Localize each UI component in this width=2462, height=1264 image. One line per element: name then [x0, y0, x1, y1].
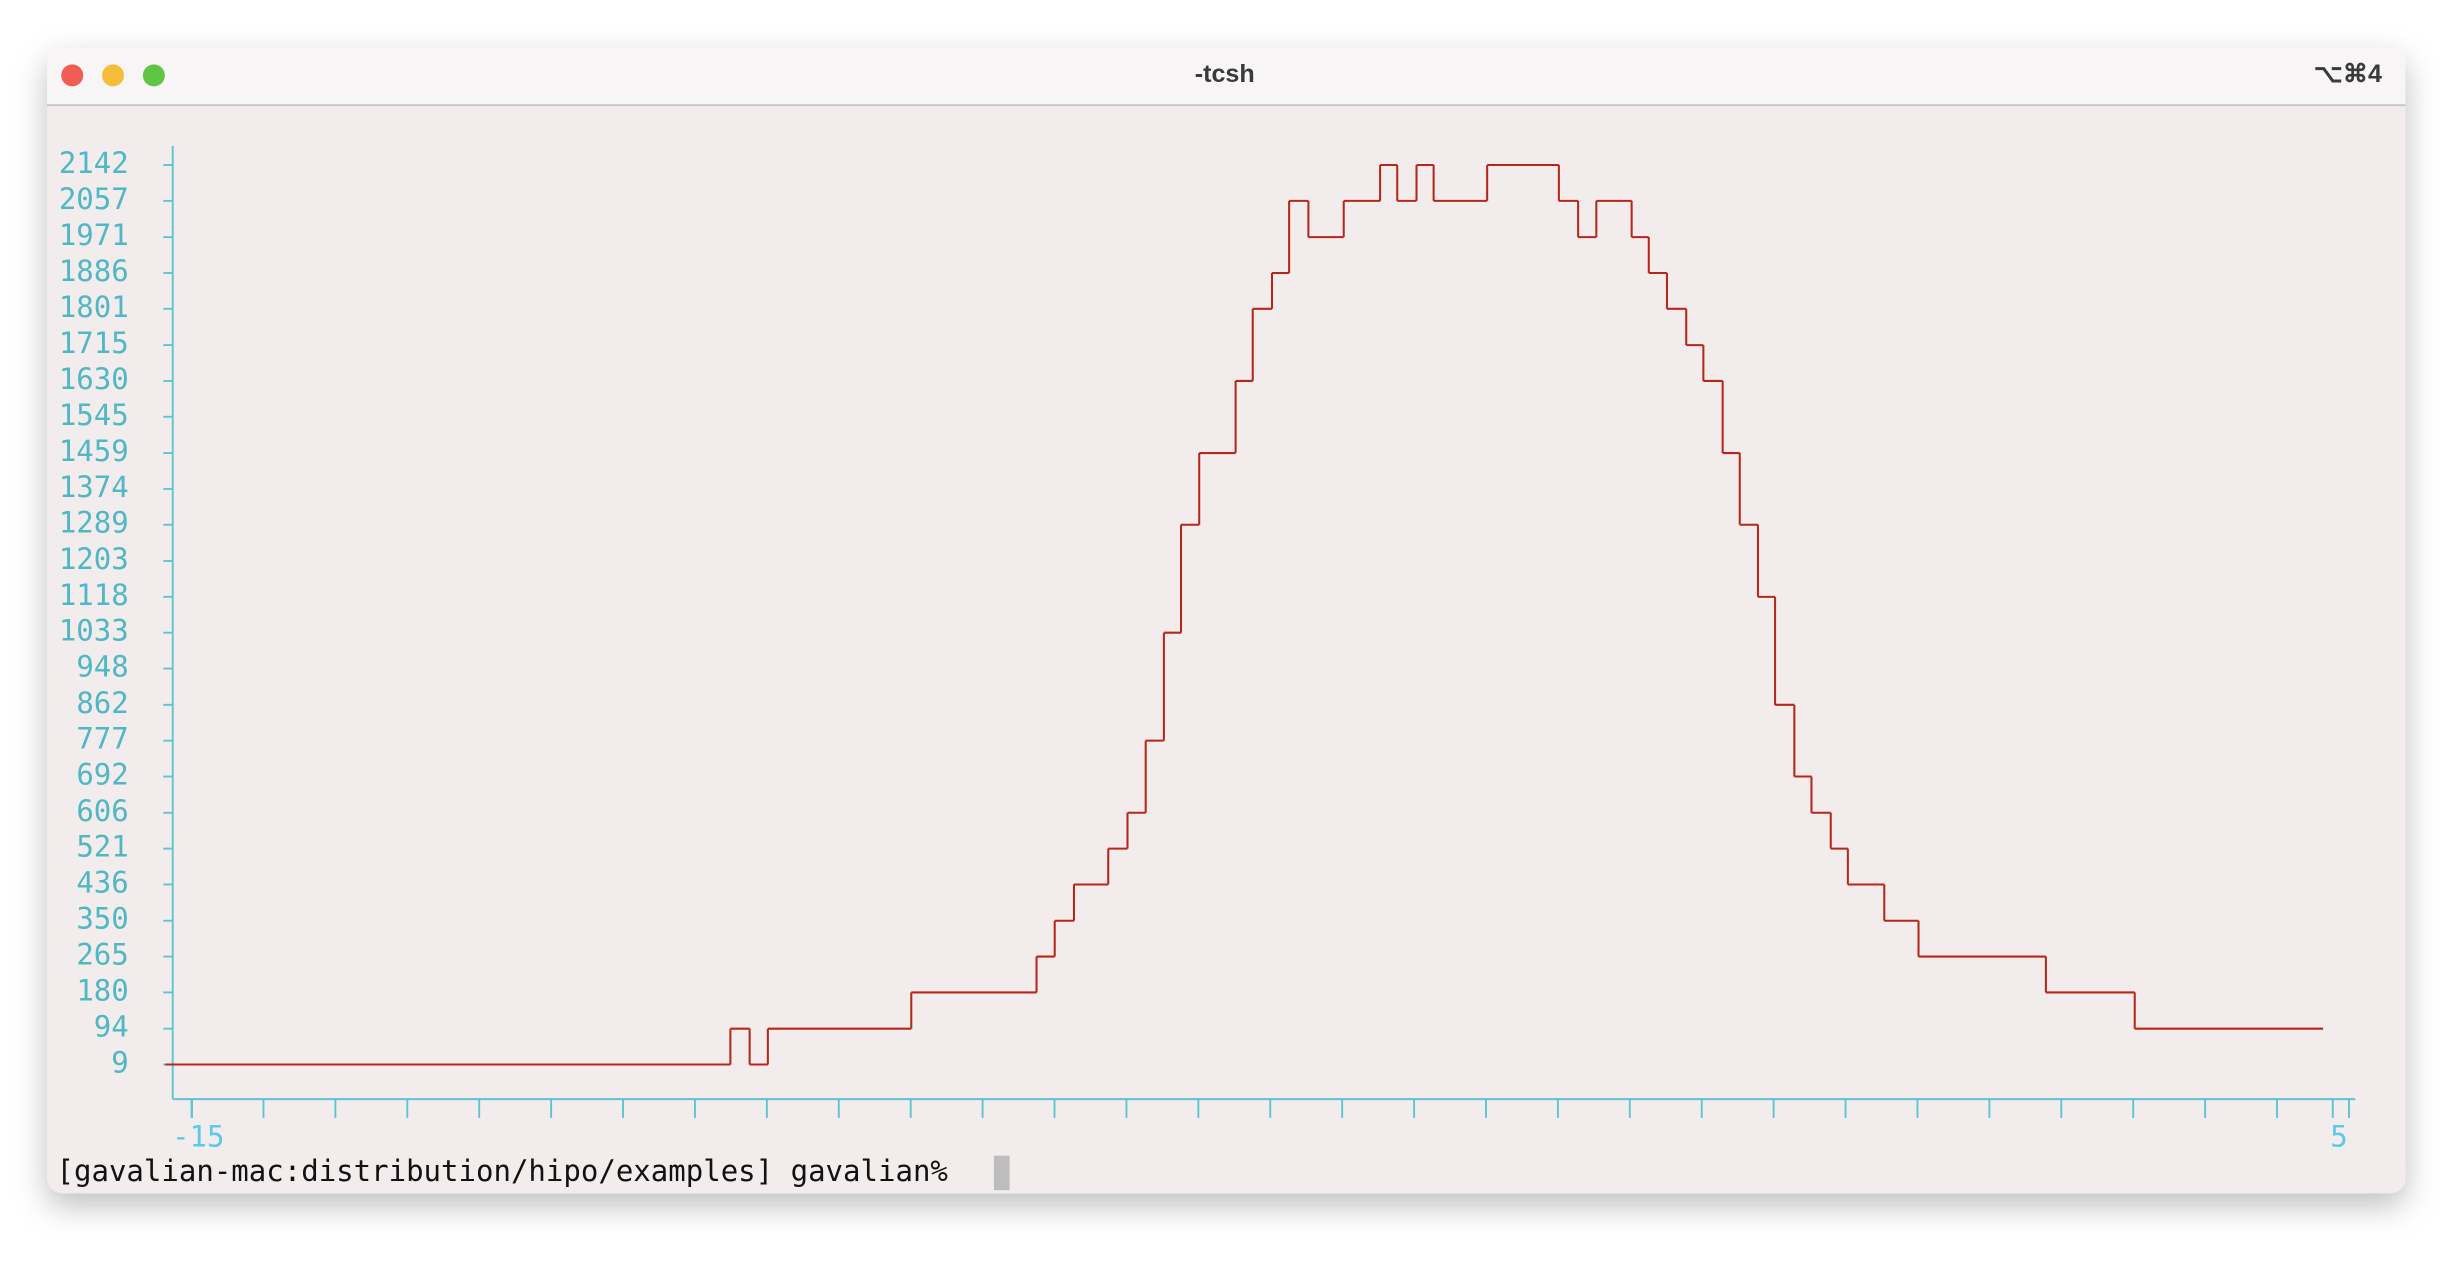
y-tick-label: 1886 — [59, 254, 129, 288]
window — [47, 47, 2406, 1194]
chart: 9941802653504365216066927778629481033111… — [59, 146, 2356, 1153]
y-tick-label: 1715 — [59, 326, 129, 360]
window-shortcut: ⌥⌘4 — [2314, 60, 2382, 88]
y-tick-label: 9 — [111, 1046, 128, 1080]
y-tick-label: 692 — [76, 758, 128, 792]
cursor — [993, 1155, 1010, 1191]
y-tick-label: 1545 — [59, 398, 129, 432]
y-tick-label: 1203 — [59, 542, 129, 576]
title-bar — [47, 47, 2406, 106]
x-tick-label: -15 — [172, 1119, 224, 1153]
y-tick-label: 436 — [76, 865, 128, 899]
y-tick-label: 1118 — [59, 578, 129, 612]
y-tick-label: 948 — [76, 650, 128, 684]
y-tick-label: 265 — [76, 938, 128, 972]
y-tick-label: 94 — [94, 1010, 129, 1044]
close-button[interactable] — [61, 64, 84, 87]
y-tick-label: 2142 — [59, 146, 129, 180]
x-tick-label: 5 — [2330, 1119, 2347, 1153]
zoom-button[interactable] — [142, 64, 165, 87]
y-tick-label: 777 — [76, 722, 128, 756]
y-tick-label: 521 — [76, 830, 128, 864]
minimize-button[interactable] — [102, 64, 125, 87]
prompt: [gavalian-mac:distribution/hipo/examples… — [57, 1154, 949, 1188]
y-tick-label: 1971 — [59, 218, 129, 252]
window-title: -tcsh — [1195, 60, 1255, 88]
y-tick-label: 862 — [76, 686, 128, 720]
y-tick-label: 180 — [76, 973, 128, 1007]
y-tick-label: 1289 — [59, 506, 129, 540]
y-tick-label: 1801 — [59, 290, 129, 324]
y-tick-label: 1374 — [59, 470, 129, 504]
y-tick-label: 2057 — [59, 182, 129, 216]
y-tick-label: 606 — [76, 794, 128, 828]
y-tick-label: 1630 — [59, 362, 129, 396]
y-tick-label: 1459 — [59, 434, 129, 468]
y-tick-label: 350 — [76, 902, 128, 936]
y-tick-label: 1033 — [59, 614, 129, 648]
